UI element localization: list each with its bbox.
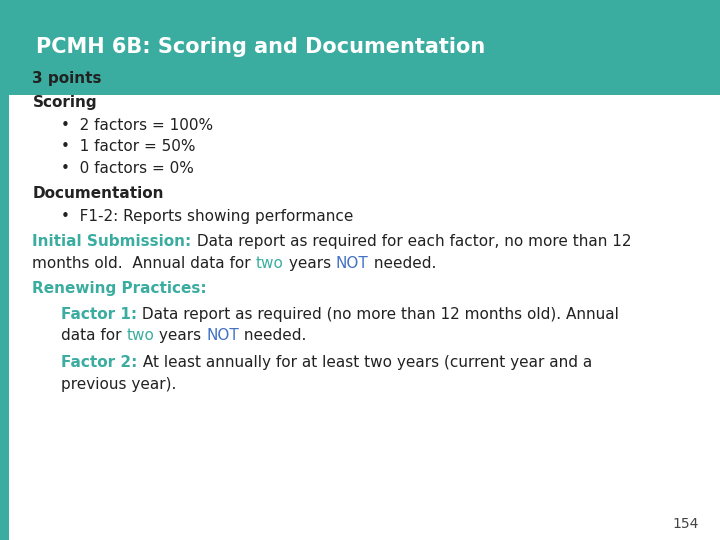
Text: •  F1-2: Reports showing performance: • F1-2: Reports showing performance [61,208,354,224]
Text: •  0 factors = 0%: • 0 factors = 0% [61,161,194,176]
Text: years: years [155,328,207,343]
Text: PCMH 6B: Scoring and Documentation: PCMH 6B: Scoring and Documentation [36,37,485,57]
Text: 3 points: 3 points [32,71,102,86]
Text: Data report as required for each factor, no more than 12: Data report as required for each factor,… [192,234,631,249]
Text: data for: data for [61,328,127,343]
FancyBboxPatch shape [0,94,9,540]
Text: NOT: NOT [207,328,239,343]
Text: •  1 factor = 50%: • 1 factor = 50% [61,139,196,154]
Text: months old.  Annual data for: months old. Annual data for [32,256,256,271]
Text: NOT: NOT [336,256,369,271]
Text: Factor 1:: Factor 1: [61,307,138,322]
Text: two: two [127,328,155,343]
Text: Documentation: Documentation [32,186,164,201]
Text: Initial Submission:: Initial Submission: [32,234,192,249]
Text: •  2 factors = 100%: • 2 factors = 100% [61,118,213,133]
Text: previous year).: previous year). [61,377,176,392]
Text: years: years [284,256,336,271]
Text: needed.: needed. [239,328,307,343]
Text: Factor 2:: Factor 2: [61,355,138,370]
Text: Renewing Practices:: Renewing Practices: [32,281,207,296]
Text: 154: 154 [672,517,698,531]
Text: needed.: needed. [369,256,436,271]
FancyBboxPatch shape [0,0,720,94]
Text: At least annually for at least two years (current year and a: At least annually for at least two years… [138,355,592,370]
Text: Data report as required (no more than 12 months old). Annual: Data report as required (no more than 12… [138,307,619,322]
Text: Scoring: Scoring [32,95,97,110]
Text: two: two [256,256,284,271]
